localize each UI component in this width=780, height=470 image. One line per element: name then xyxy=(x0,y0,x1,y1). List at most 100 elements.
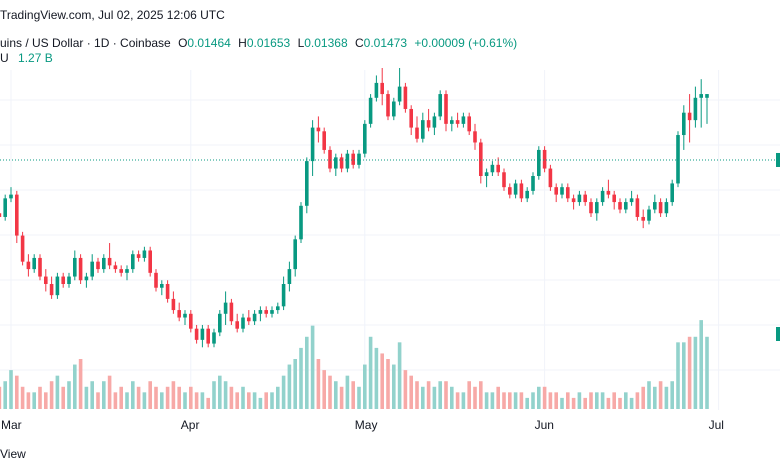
candle-body xyxy=(374,82,379,98)
candle xyxy=(635,194,640,221)
symbol-title[interactable]: uins / US Dollar · 1D · Coinbase xyxy=(0,36,171,50)
candle-body xyxy=(212,332,216,344)
candle xyxy=(160,280,164,296)
candle xyxy=(438,90,442,121)
volume-bar xyxy=(113,392,118,409)
volume-bar xyxy=(624,392,628,409)
candle xyxy=(339,153,344,173)
volume-bar xyxy=(44,392,48,409)
candle xyxy=(664,198,669,217)
candle-body xyxy=(473,131,477,143)
volume-bar xyxy=(67,381,71,409)
candle xyxy=(560,183,564,199)
volume-bar xyxy=(432,386,437,409)
candle-body xyxy=(38,257,42,277)
volume-bar xyxy=(241,386,245,409)
candle-body xyxy=(293,239,297,270)
candle-body xyxy=(90,261,94,277)
volume-bar xyxy=(600,392,605,409)
candle xyxy=(264,306,268,318)
open-value: 0.01464 xyxy=(187,36,231,50)
candle xyxy=(444,90,448,132)
candle xyxy=(502,168,506,191)
candle-body xyxy=(450,120,454,124)
candle xyxy=(658,198,663,217)
candle-body xyxy=(595,202,599,214)
candle-body xyxy=(136,254,141,258)
candle-body xyxy=(392,101,396,117)
candle xyxy=(548,164,553,191)
volume-bar xyxy=(247,392,251,409)
candle xyxy=(102,254,106,273)
volume-bar xyxy=(107,375,112,409)
candle xyxy=(270,306,274,318)
candle-body xyxy=(415,127,419,139)
candle-body xyxy=(9,194,13,199)
candle xyxy=(32,254,36,273)
candle-body xyxy=(490,164,495,173)
candle-body xyxy=(84,276,89,281)
volume-bar xyxy=(160,392,164,409)
candle xyxy=(345,149,350,173)
volume-bar xyxy=(183,392,187,409)
candle xyxy=(113,261,118,273)
candle-body xyxy=(635,198,640,217)
candle-body xyxy=(438,94,442,117)
candle xyxy=(241,313,245,333)
volume-bar xyxy=(61,386,65,409)
volume-bar xyxy=(125,392,129,409)
volume-bar xyxy=(467,381,471,409)
candle-body xyxy=(641,216,645,221)
candle xyxy=(148,246,152,277)
volume-bar xyxy=(653,386,657,409)
low-label: L xyxy=(297,36,305,50)
candle-body xyxy=(670,183,674,203)
volume-bar xyxy=(218,375,222,409)
candle xyxy=(363,120,367,158)
candle xyxy=(206,324,210,348)
candle-body xyxy=(125,269,129,273)
candle xyxy=(484,168,489,188)
candle-body xyxy=(496,164,500,173)
last-price-marker xyxy=(776,152,780,167)
candle xyxy=(380,68,384,106)
candle xyxy=(229,298,234,325)
candle-body xyxy=(154,272,158,288)
volume-bar xyxy=(26,392,31,409)
x-tick-label: Jul xyxy=(708,418,724,432)
candle-body xyxy=(571,198,576,203)
candle-body xyxy=(3,198,7,217)
source-line: TradingView.com, Jul 02, 2025 12:06 UTC xyxy=(0,8,225,22)
candle xyxy=(0,213,2,217)
candle-body xyxy=(653,202,657,210)
candle-body xyxy=(484,172,489,176)
watermark: View xyxy=(0,447,26,461)
candle xyxy=(15,190,19,244)
candle xyxy=(699,79,703,128)
volume-bar xyxy=(542,386,547,409)
volume-bar xyxy=(635,392,640,409)
candle-body xyxy=(49,284,54,296)
candle xyxy=(525,187,529,203)
candle-body xyxy=(310,127,315,162)
candle-body xyxy=(131,254,135,270)
candle xyxy=(177,302,181,322)
candle xyxy=(519,179,524,203)
candle xyxy=(183,310,187,325)
candle xyxy=(467,112,471,136)
candle xyxy=(357,149,361,169)
candle-body xyxy=(345,153,350,169)
candle-body xyxy=(444,94,448,124)
volume-bar xyxy=(235,392,239,409)
volume-bar xyxy=(287,364,292,409)
candle xyxy=(409,105,413,136)
candle-body xyxy=(339,157,344,169)
candle xyxy=(90,254,94,281)
candle-body xyxy=(177,310,181,318)
candle xyxy=(432,112,437,136)
chart-grid xyxy=(0,70,780,410)
candle xyxy=(293,235,297,277)
candle xyxy=(351,149,355,169)
candle xyxy=(171,291,176,314)
